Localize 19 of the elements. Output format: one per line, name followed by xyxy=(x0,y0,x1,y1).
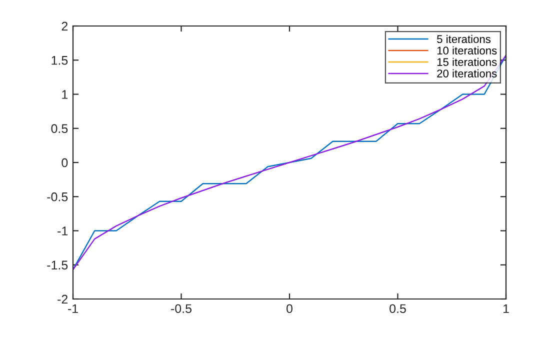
y-tick-label: -1 xyxy=(58,226,68,236)
y-tick-label: -0.5 xyxy=(47,192,68,202)
x-tick-label: -1 xyxy=(68,304,78,313)
x-tick-label: -0.5 xyxy=(171,304,192,314)
y-tick-label: 0 xyxy=(62,158,68,168)
legend-label: 15 iterations xyxy=(437,58,497,66)
y-tick-label: 0.5 xyxy=(51,124,68,134)
x-tick-label: 0 xyxy=(286,304,292,314)
y-tick-label: 1.5 xyxy=(52,56,68,65)
legend-label: 20 iterations xyxy=(437,69,497,78)
y-tick-label: 2 xyxy=(62,22,68,31)
x-tick-label: 1 xyxy=(503,304,509,313)
legend-label: 10 iterations xyxy=(437,46,497,55)
y-tick-label: 1 xyxy=(62,90,68,99)
y-tick-label: -1.5 xyxy=(47,260,68,270)
line-series xyxy=(73,54,506,270)
y-tick-label: -2 xyxy=(58,294,68,304)
x-tick-label: 0.5 xyxy=(390,304,406,314)
legend-label: 5 iterations xyxy=(437,34,491,44)
